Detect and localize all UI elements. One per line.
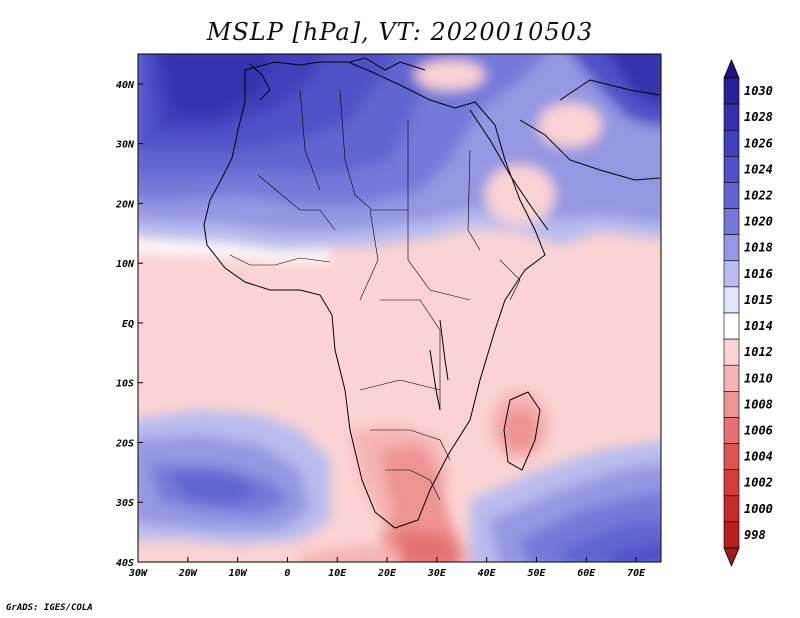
lon-tick-label: 30W xyxy=(128,568,148,579)
colorbar-label: 1026 xyxy=(744,136,773,150)
lat-tick-label: 30N xyxy=(115,140,135,151)
colorbar-swatch xyxy=(723,156,740,183)
colorbar-label: 1022 xyxy=(744,189,773,203)
coastlines xyxy=(203,57,661,529)
colorbar-swatch xyxy=(723,391,740,418)
colorbar-label: 1006 xyxy=(744,424,773,438)
colorbar-swatch xyxy=(723,312,740,340)
colorbar-label: 1018 xyxy=(744,241,773,255)
colorbar-label: 1012 xyxy=(744,345,773,359)
lon-tick-label: 20E xyxy=(377,568,397,579)
colorbar-label: 1004 xyxy=(744,450,773,464)
lon-tick-label: 40E xyxy=(478,568,497,579)
colorbar-label: 1014 xyxy=(744,319,773,333)
map-title: MSLP [hPa], VT: 2020010503 xyxy=(206,18,594,46)
lat-tick-label: 20S xyxy=(115,438,134,449)
colorbar-swatch xyxy=(723,364,740,392)
colorbar-swatch xyxy=(723,234,740,262)
colorbar-label: 1008 xyxy=(744,397,773,411)
colorbar-swatch xyxy=(723,443,740,470)
lon-tick-label: 70E xyxy=(627,568,646,579)
credit-text: GrADS: IGES/COLA xyxy=(6,603,93,613)
colorbar-top-arrow xyxy=(723,58,740,79)
colorbar-label: 1020 xyxy=(744,215,773,229)
colorbar-swatch xyxy=(723,521,740,549)
country-borders xyxy=(229,89,521,501)
lat-tick-label: 10S xyxy=(116,379,134,390)
lat-tick-label: 20N xyxy=(115,199,135,210)
lat-tick-label: 40N xyxy=(116,80,135,91)
lat-tick-label: 10N xyxy=(116,259,135,270)
axis-ticks: 30W 20W 10W 0 10E 20E 30E 40E 50E 60E 70E 40N 30N 20N… xyxy=(115,80,646,579)
colorbar-label: 1016 xyxy=(744,267,773,281)
lat-tick-label: 30S xyxy=(115,498,134,509)
lon-tick-label: 0 xyxy=(284,568,290,579)
colorbar-swatch xyxy=(723,469,740,497)
colorbar-swatch xyxy=(723,495,740,523)
colorbar-swatch xyxy=(723,182,740,209)
lon-tick-label: 30E xyxy=(427,568,447,579)
colorbar-label: 1000 xyxy=(744,502,773,516)
lon-tick-label: 50E xyxy=(527,568,546,579)
pressure-field xyxy=(138,54,661,562)
colorbar-swatch xyxy=(723,77,740,105)
colorbar-label: 1028 xyxy=(744,110,773,124)
colorbar-label: 1030 xyxy=(744,84,773,98)
colorbar-swatch xyxy=(723,103,740,131)
lon-tick-label: 10W xyxy=(229,568,248,579)
colorbar-label: 1010 xyxy=(744,371,773,385)
colorbar: 1030 1028 1026 1024 1022 1020 1018 1016 1015 1014… xyxy=(723,58,773,568)
colorbar-swatch xyxy=(723,129,740,157)
colorbar-label: 1015 xyxy=(744,293,773,307)
colorbar-bottom-arrow xyxy=(723,547,740,568)
colorbar-swatch xyxy=(723,417,740,444)
colorbar-label: 1002 xyxy=(744,476,773,490)
lon-tick-label: 20W xyxy=(178,568,198,579)
lon-tick-label: 10E xyxy=(328,568,347,579)
colorbar-swatch xyxy=(723,208,740,235)
colorbar-label: 1024 xyxy=(744,162,773,176)
lon-tick-label: 60E xyxy=(577,568,596,579)
colorbar-swatch xyxy=(723,260,740,288)
map-frame xyxy=(137,53,662,563)
colorbar-swatch xyxy=(723,338,740,366)
lat-tick-label: EQ xyxy=(122,319,134,330)
lat-tick-label: 40S xyxy=(116,558,134,569)
colorbar-swatch xyxy=(723,286,740,314)
colorbar-label: 998 xyxy=(744,528,766,542)
